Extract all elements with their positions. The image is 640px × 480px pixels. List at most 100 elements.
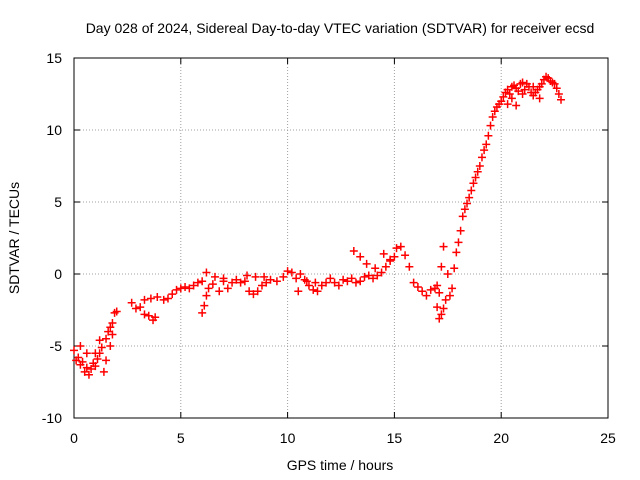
data-point xyxy=(518,90,527,98)
data-point xyxy=(106,342,115,350)
data-point xyxy=(326,274,335,283)
data-point xyxy=(379,249,388,258)
data-point xyxy=(362,259,371,268)
data-point xyxy=(334,281,343,290)
data-point xyxy=(304,281,313,290)
data-point xyxy=(448,284,457,293)
data-point xyxy=(390,252,399,261)
data-point xyxy=(108,330,117,339)
data-point xyxy=(465,193,474,202)
data-point xyxy=(349,246,358,255)
data-point xyxy=(503,100,512,109)
data-point xyxy=(518,78,527,87)
data-point xyxy=(439,304,448,313)
data-point xyxy=(131,304,140,313)
data-point xyxy=(507,94,516,103)
data-point xyxy=(557,95,566,104)
x-tick-label: 20 xyxy=(493,430,509,446)
data-point xyxy=(144,311,153,320)
data-point xyxy=(87,365,96,374)
data-point xyxy=(93,354,102,363)
data-point xyxy=(292,274,301,283)
data-point xyxy=(210,272,219,281)
data-point xyxy=(251,272,260,281)
x-tick-label: 5 xyxy=(177,430,185,446)
data-point xyxy=(413,282,422,291)
grid-lines xyxy=(74,58,608,418)
data-point xyxy=(146,294,155,303)
data-point xyxy=(198,277,207,286)
data-point xyxy=(163,294,172,303)
y-tick-label: -10 xyxy=(42,410,62,426)
data-point xyxy=(484,131,493,140)
data-point xyxy=(364,271,373,280)
data-point xyxy=(296,270,305,278)
data-point xyxy=(369,274,378,283)
data-point xyxy=(463,199,472,208)
data-point xyxy=(193,278,202,287)
data-point xyxy=(554,90,563,98)
data-point xyxy=(469,179,478,188)
data-point xyxy=(437,310,446,319)
data-point xyxy=(97,343,106,352)
data-point xyxy=(249,290,258,299)
data-point xyxy=(243,271,252,280)
data-point xyxy=(202,268,211,277)
data-point xyxy=(351,278,360,287)
data-point xyxy=(422,291,431,300)
data-point xyxy=(311,278,320,287)
data-point xyxy=(112,307,121,316)
data-point xyxy=(473,167,482,176)
x-axis-tick-labels: 0 5 10 15 20 25 xyxy=(70,430,616,446)
data-point xyxy=(260,272,269,281)
data-point xyxy=(409,278,418,287)
data-point xyxy=(454,238,463,247)
x-tick-label: 15 xyxy=(387,430,403,446)
data-point xyxy=(317,281,326,290)
data-point xyxy=(437,262,446,271)
data-point xyxy=(490,107,499,116)
data-point xyxy=(279,272,288,281)
data-point xyxy=(136,303,145,312)
data-point xyxy=(426,285,435,294)
data-point xyxy=(381,262,390,271)
data-point xyxy=(347,274,356,283)
data-point xyxy=(373,271,382,280)
data-point xyxy=(467,186,476,195)
data-point xyxy=(456,226,465,235)
data-point xyxy=(450,264,459,273)
data-point xyxy=(443,270,452,278)
axis-ticks xyxy=(73,57,609,419)
data-point xyxy=(82,363,91,372)
data-point xyxy=(159,295,168,304)
data-point xyxy=(99,367,108,376)
data-point xyxy=(82,349,91,358)
data-point xyxy=(475,162,484,170)
data-point xyxy=(198,308,207,317)
data-point xyxy=(245,287,254,296)
data-point xyxy=(499,92,508,101)
data-point xyxy=(91,362,100,371)
data-point xyxy=(266,275,275,284)
data-point xyxy=(505,90,514,98)
y-tick-label: 0 xyxy=(54,266,62,282)
data-point xyxy=(236,278,245,287)
data-point xyxy=(204,284,213,293)
data-point xyxy=(78,357,87,366)
plot-frame xyxy=(73,57,609,419)
data-point xyxy=(441,295,450,304)
data-point xyxy=(172,285,181,294)
data-point xyxy=(339,275,348,284)
data-point xyxy=(503,85,512,94)
data-point xyxy=(486,121,495,130)
x-tick-label: 25 xyxy=(600,430,616,446)
data-point xyxy=(232,275,241,284)
data-point xyxy=(396,242,405,251)
data-point xyxy=(272,277,281,286)
data-point xyxy=(240,277,249,286)
data-point xyxy=(520,85,529,94)
data-point xyxy=(181,282,190,291)
data-point xyxy=(294,287,303,296)
y-tick-label: -5 xyxy=(50,338,63,354)
chart-title: Day 028 of 2024, Sidereal Day-to-day VTE… xyxy=(86,20,595,36)
